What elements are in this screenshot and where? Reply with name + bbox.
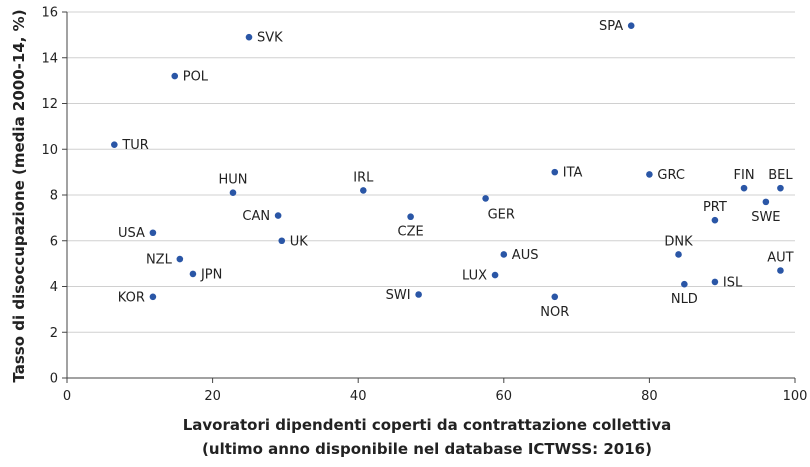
y-tick-labels: 0 2 4 6 8 10 12 14 16 [41,6,58,387]
label-svk: SVK [257,31,283,46]
label-isl: ISL [723,275,743,290]
x-tick-label: 80 [641,389,658,404]
x-tick-label: 40 [350,389,367,404]
point-swi [415,291,422,298]
point-grc [646,171,653,178]
x-tick-label: 20 [204,389,221,404]
label-nld: NLD [671,292,698,307]
point-hun [229,189,237,197]
grid-lines [67,11,795,333]
label-prt: PRT [703,200,727,215]
label-grc: GRC [657,168,685,183]
point-can [274,212,282,219]
label-nzl: NZL [146,253,173,268]
point-nld [681,280,688,288]
point-jpn [189,270,197,278]
x-tick-label: 100 [783,389,808,404]
point-aut [777,267,784,274]
point-uk [278,237,286,245]
label-lux: LUX [462,269,487,284]
label-ger: GER [488,207,515,222]
point-irl [359,187,367,194]
point-ita [551,168,559,176]
point-bel [777,184,784,192]
point-kor [149,293,157,301]
axes [62,11,796,383]
label-hun: HUN [218,173,247,188]
y-tick-label: 6 [50,234,58,249]
point-spa [627,22,635,30]
point-swe [762,198,770,206]
point-lux [491,271,499,279]
point-isl [711,278,719,286]
point-aus [500,251,508,258]
y-tick-label: 0 [50,372,58,387]
point-nor [551,293,559,301]
label-swi: SWI [386,288,411,303]
point-dnk [675,251,682,258]
label-cze: CZE [398,225,424,240]
y-tick-label: 2 [50,326,58,341]
y-tick-label: 10 [41,143,58,158]
y-tick-label: 14 [41,51,58,66]
label-dnk: DNK [664,234,693,249]
label-fin: FIN [734,168,755,183]
point-tur [111,141,118,148]
label-jpn: JPN [200,267,222,282]
label-nor: NOR [540,305,569,320]
point-cze [407,213,414,221]
label-tur: TUR [121,138,149,153]
label-usa: USA [118,226,145,241]
data-points [111,22,784,301]
label-bel: BEL [768,168,793,183]
point-nzl [176,255,184,263]
point-labels: SPA SVK POL TUR HUN IRL ITA GRC FIN BEL SWE GER PRT C… [118,19,794,320]
y-tick-label: 4 [50,280,58,295]
label-aus: AUS [512,248,539,263]
point-prt [711,216,719,224]
label-swe: SWE [751,210,780,225]
point-pol [171,72,179,80]
point-ger [482,195,489,202]
x-tick-label: 60 [496,389,513,404]
y-tick-label: 8 [50,189,58,204]
x-tick-labels: 0 20 40 60 80 100 [63,389,808,404]
label-pol: POL [183,70,209,85]
point-svk [245,33,253,41]
point-fin [740,184,748,192]
x-axis-title-line-2: (ultimo anno disponibile nel database IC… [202,440,652,458]
label-can: CAN [242,209,270,224]
label-irl: IRL [353,170,374,185]
y-axis-title: Tasso di disoccupazione (media 2000-14, … [10,9,28,382]
y-tick-label: 12 [41,97,58,112]
label-ita: ITA [563,166,583,181]
y-tick-label: 16 [41,6,58,21]
point-usa [149,229,157,237]
label-kor: KOR [118,290,145,305]
x-axis-title-line-1: Lavoratori dipendenti coperti da contrat… [183,416,672,434]
label-spa: SPA [599,19,623,34]
x-tick-label: 0 [63,389,71,404]
label-aut: AUT [767,250,793,265]
label-uk: UK [290,234,309,249]
